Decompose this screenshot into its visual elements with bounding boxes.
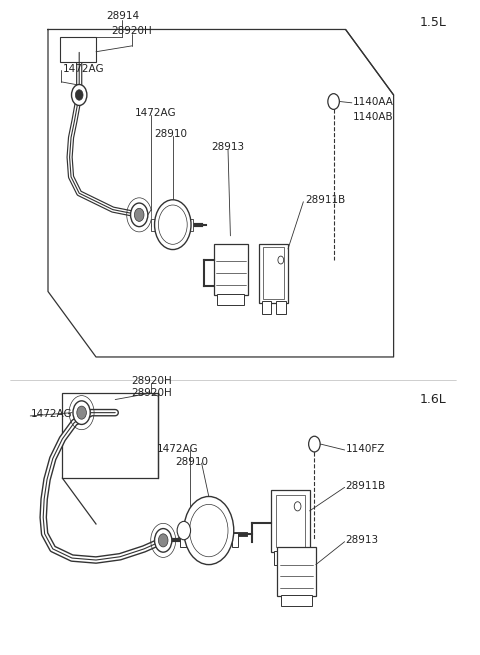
Circle shape: [309, 436, 320, 452]
Bar: [232, 533, 238, 547]
Bar: [263, 247, 284, 299]
Text: 28911B: 28911B: [305, 195, 345, 205]
Bar: [217, 294, 244, 305]
Text: 1.6L: 1.6L: [420, 393, 446, 406]
Circle shape: [190, 504, 228, 557]
Bar: [60, 37, 96, 62]
Text: 28914: 28914: [106, 11, 139, 22]
Text: 28910: 28910: [154, 129, 187, 140]
Bar: [295, 551, 307, 565]
Circle shape: [77, 406, 86, 419]
Text: 1.5L: 1.5L: [420, 16, 446, 29]
Circle shape: [158, 534, 168, 547]
Bar: [271, 490, 310, 552]
Circle shape: [134, 208, 144, 221]
Text: 1140AA: 1140AA: [353, 96, 394, 107]
Text: 28913: 28913: [346, 535, 379, 546]
Bar: [262, 301, 271, 314]
Text: 1472AG: 1472AG: [31, 409, 73, 419]
Circle shape: [131, 203, 148, 227]
Text: 28913: 28913: [211, 142, 245, 153]
Text: 1140AB: 1140AB: [353, 111, 394, 122]
Bar: [276, 301, 286, 314]
Text: 1472AG: 1472AG: [157, 443, 198, 454]
Bar: [274, 551, 286, 565]
Text: 1472AG: 1472AG: [62, 64, 104, 74]
Bar: [62, 393, 158, 478]
Text: 28920H: 28920H: [131, 376, 171, 386]
Circle shape: [155, 200, 191, 250]
Circle shape: [73, 401, 90, 424]
Circle shape: [278, 256, 284, 264]
Text: 1140FZ: 1140FZ: [346, 443, 385, 454]
Circle shape: [155, 529, 172, 552]
Bar: [259, 244, 288, 303]
Text: 28920H: 28920H: [112, 26, 152, 37]
Circle shape: [177, 521, 191, 540]
Circle shape: [72, 84, 87, 105]
Bar: [189, 219, 193, 231]
Text: 28911B: 28911B: [346, 481, 386, 491]
Bar: [276, 495, 305, 547]
Circle shape: [294, 502, 301, 511]
Bar: [281, 595, 312, 606]
Text: 1472AG: 1472AG: [134, 107, 176, 118]
Circle shape: [75, 90, 83, 100]
Bar: [151, 219, 157, 231]
Circle shape: [184, 496, 234, 565]
Circle shape: [158, 205, 187, 244]
Bar: [214, 244, 248, 295]
Bar: [277, 547, 316, 596]
Circle shape: [328, 94, 339, 109]
Text: 28910: 28910: [176, 457, 208, 467]
Text: 28920H: 28920H: [131, 388, 171, 398]
Bar: [180, 533, 186, 547]
